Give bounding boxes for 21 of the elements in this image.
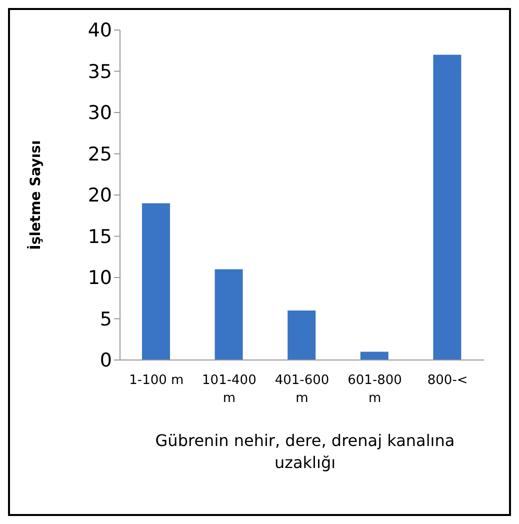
x-axis-title: Gübrenin nehir, dere, drenaj kanalına uzaklığı xyxy=(154,430,456,474)
y-tick-label: 10 xyxy=(88,267,112,290)
x-tick-label: 101-400 m xyxy=(202,373,256,406)
y-tick-label: 35 xyxy=(88,60,112,83)
y-tick-label: 40 xyxy=(88,20,112,42)
y-axis-title: İşletme Sayısı xyxy=(26,140,44,250)
x-tick-label: 401-600 m xyxy=(274,373,330,406)
bar xyxy=(360,352,388,360)
y-tick-label: 30 xyxy=(88,102,112,124)
y-tick-label: 25 xyxy=(88,143,112,166)
x-tick-label: 601-800 m xyxy=(348,373,402,406)
y-tick-label: 15 xyxy=(88,226,112,248)
bar xyxy=(288,310,316,360)
y-tick-label: 0 xyxy=(100,350,112,372)
bar xyxy=(214,269,243,360)
bar xyxy=(433,54,462,360)
x-tick-label: 800-< xyxy=(427,373,468,388)
x-tick-label: 1-100 m xyxy=(129,373,184,388)
y-tick-label: 5 xyxy=(100,308,112,330)
y-tick-label: 20 xyxy=(88,184,112,207)
bar xyxy=(142,203,170,360)
